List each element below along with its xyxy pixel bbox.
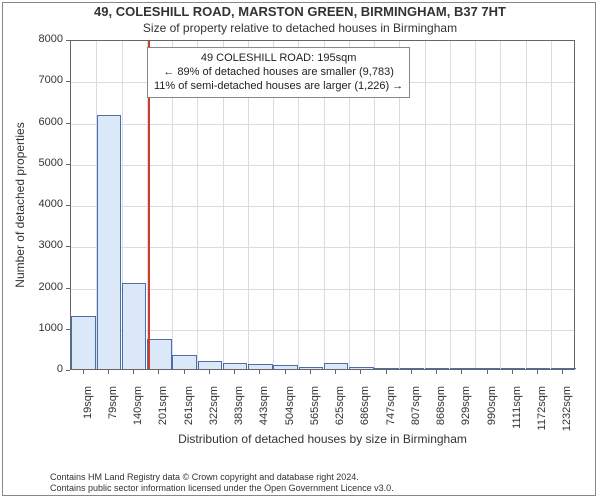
annotation-box: 49 COLESHILL ROAD: 195sqm ← 89% of detac… [147, 47, 410, 98]
histogram-bar [273, 365, 298, 369]
x-axis-label: Distribution of detached houses by size … [70, 432, 575, 446]
x-tick-mark [386, 370, 387, 374]
x-tick-label: 19sqm [82, 386, 94, 446]
histogram-bar [400, 368, 425, 369]
x-tick-mark [158, 370, 159, 374]
y-tick-mark [66, 40, 70, 41]
x-tick-mark [537, 370, 538, 374]
copyright-line-2: Contains public sector information licen… [50, 483, 394, 494]
gridline-vertical [551, 41, 552, 369]
x-tick-mark [360, 370, 361, 374]
histogram-bar [450, 368, 475, 369]
histogram-bar [248, 364, 273, 369]
y-tick-mark [66, 288, 70, 289]
histogram-bar [71, 316, 96, 369]
x-tick-label: 625sqm [334, 386, 346, 446]
x-tick-mark [436, 370, 437, 374]
x-tick-label: 747sqm [385, 386, 397, 446]
gridline-vertical [500, 41, 501, 369]
annotation-line-1: 49 COLESHILL ROAD: 195sqm [154, 52, 403, 66]
x-tick-label: 1232sqm [561, 386, 573, 446]
annotation-line-3: 11% of semi-detached houses are larger (… [154, 80, 403, 94]
x-tick-mark [310, 370, 311, 374]
annotation-line-2: ← 89% of detached houses are smaller (9,… [154, 66, 403, 80]
histogram-bar [299, 367, 324, 369]
x-tick-mark [83, 370, 84, 374]
copyright-line-1: Contains HM Land Registry data © Crown c… [50, 472, 394, 483]
y-tick-label: 4000 [28, 198, 63, 210]
x-tick-mark [335, 370, 336, 374]
y-tick-label: 1000 [28, 322, 63, 334]
x-tick-mark [487, 370, 488, 374]
x-tick-mark [133, 370, 134, 374]
x-tick-label: 261sqm [183, 386, 195, 446]
histogram-bar [198, 361, 223, 369]
x-tick-label: 504sqm [284, 386, 296, 446]
histogram-bar [425, 368, 450, 369]
y-tick-label: 7000 [28, 74, 63, 86]
histogram-bar [97, 115, 122, 369]
chart-title: 49, COLESHILL ROAD, MARSTON GREEN, BIRMI… [0, 4, 600, 19]
x-tick-label: 443sqm [258, 386, 270, 446]
x-tick-label: 1111sqm [511, 386, 523, 446]
x-tick-label: 79sqm [107, 386, 119, 446]
gridline-vertical [475, 41, 476, 369]
x-tick-label: 140sqm [132, 386, 144, 446]
y-tick-label: 3000 [28, 239, 63, 251]
x-tick-mark [562, 370, 563, 374]
copyright-text: Contains HM Land Registry data © Crown c… [50, 472, 394, 495]
x-tick-label: 929sqm [460, 386, 472, 446]
y-tick-label: 2000 [28, 281, 63, 293]
y-tick-mark [66, 370, 70, 371]
histogram-bar [526, 368, 551, 369]
x-tick-mark [512, 370, 513, 374]
histogram-bar [551, 368, 576, 369]
x-tick-label: 383sqm [233, 386, 245, 446]
y-tick-mark [66, 123, 70, 124]
histogram-bar [349, 367, 374, 369]
x-tick-mark [209, 370, 210, 374]
y-tick-label: 8000 [28, 33, 63, 45]
x-tick-label: 201sqm [157, 386, 169, 446]
gridline-vertical [425, 41, 426, 369]
x-tick-mark [259, 370, 260, 374]
histogram-bar [172, 355, 197, 369]
y-tick-label: 5000 [28, 157, 63, 169]
x-tick-label: 868sqm [435, 386, 447, 446]
x-tick-mark [285, 370, 286, 374]
histogram-bar [147, 339, 172, 369]
x-tick-label: 1172sqm [536, 386, 548, 446]
histogram-bar [324, 363, 349, 369]
x-tick-mark [461, 370, 462, 374]
x-tick-mark [234, 370, 235, 374]
x-tick-label: 807sqm [410, 386, 422, 446]
y-tick-mark [66, 205, 70, 206]
x-tick-label: 686sqm [359, 386, 371, 446]
chart-subtitle: Size of property relative to detached ho… [0, 21, 600, 35]
y-tick-label: 0 [28, 363, 63, 375]
y-tick-mark [66, 246, 70, 247]
x-tick-label: 322sqm [208, 386, 220, 446]
histogram-bar [501, 368, 526, 369]
gridline-vertical [526, 41, 527, 369]
histogram-bar [475, 368, 500, 369]
x-tick-mark [184, 370, 185, 374]
x-tick-mark [411, 370, 412, 374]
gridline-vertical [450, 41, 451, 369]
x-tick-label: 565sqm [309, 386, 321, 446]
y-tick-mark [66, 81, 70, 82]
histogram-bar [374, 368, 399, 369]
y-tick-label: 6000 [28, 116, 63, 128]
y-tick-mark [66, 329, 70, 330]
histogram-bar [223, 363, 248, 369]
histogram-bar [122, 283, 147, 369]
y-tick-mark [66, 164, 70, 165]
x-tick-label: 990sqm [486, 386, 498, 446]
y-axis-label: Number of detached properties [13, 105, 27, 305]
x-tick-mark [108, 370, 109, 374]
